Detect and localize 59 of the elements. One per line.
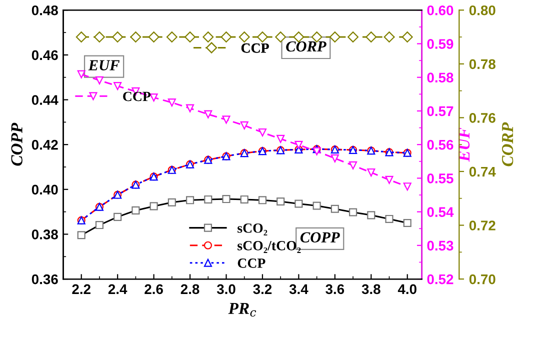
point <box>385 176 394 184</box>
y3-tick-label: 0.72 <box>469 220 496 230</box>
y-tick-label: 0.36 <box>32 274 58 284</box>
legend-label: CCP <box>238 258 266 268</box>
y2-tick-label: 0.57 <box>427 106 454 116</box>
x-tick-label: 3.8 <box>362 284 380 294</box>
point <box>95 76 104 84</box>
x-tick-label: 3.2 <box>253 284 272 294</box>
point <box>403 182 412 191</box>
y2-tick-label: 0.53 <box>427 240 454 251</box>
point <box>168 98 176 107</box>
y-tick-label: 0.40 <box>32 184 58 195</box>
point <box>367 168 376 176</box>
annotation: EUF <box>88 60 120 70</box>
y-tick-label: 0.46 <box>32 50 58 60</box>
y2-tick-label: 0.56 <box>427 140 454 150</box>
y2-tick-label: 0.54 <box>427 207 454 217</box>
y3-tick-label: 0.78 <box>469 59 496 70</box>
x-tick-label: 2.8 <box>180 284 200 294</box>
point <box>294 140 303 149</box>
point <box>204 110 212 118</box>
x-tick-label: 2.4 <box>108 284 128 294</box>
y2-tick-label: 0.55 <box>427 174 454 184</box>
y2-tick-label: 0.52 <box>427 274 454 284</box>
legend-label: sCO₂/tCO₂ <box>238 241 301 253</box>
x-axis-title: PR$_{c}$ <box>228 302 256 317</box>
x-tick-label: 2.2 <box>72 284 90 294</box>
annotation: COPP <box>300 232 340 243</box>
legend-label: sCO₂ <box>238 223 268 236</box>
point <box>349 161 358 170</box>
y3-tick-label: 0.76 <box>469 113 496 123</box>
x-tick-label: 3.4 <box>289 284 308 294</box>
y2-tick-label: 0.60 <box>427 5 454 16</box>
y3-tick-label: 0.80 <box>469 5 496 16</box>
point <box>330 154 339 162</box>
x-tick-label: 2.6 <box>144 284 163 294</box>
y2-tick-label: 0.58 <box>427 72 454 83</box>
y-tick-label: 0.42 <box>32 140 58 150</box>
x-tick-label: 4.0 <box>398 284 416 294</box>
point <box>222 116 230 124</box>
point <box>240 121 248 130</box>
y3-tick-label: 0.70 <box>469 274 496 284</box>
legend-label: CCP <box>241 43 269 53</box>
point <box>276 134 285 143</box>
point <box>258 128 266 136</box>
x-tick-label: 3.6 <box>326 284 344 294</box>
y-tick-label: 0.48 <box>32 5 58 16</box>
legend-label: CCP <box>123 92 151 102</box>
annotation: CORP <box>286 41 326 52</box>
point <box>77 70 86 78</box>
x-tick-label: 3.0 <box>216 284 236 294</box>
y3-tick-label: 0.74 <box>469 166 496 177</box>
y-tick-label: 0.38 <box>32 230 58 240</box>
y-tick-label: 0.44 <box>32 95 58 105</box>
y-axis-title: COPP <box>11 122 22 166</box>
y3-axis-title: CORP <box>502 122 514 166</box>
point <box>114 82 122 90</box>
point <box>186 104 194 112</box>
y2-tick-label: 0.59 <box>427 39 454 49</box>
